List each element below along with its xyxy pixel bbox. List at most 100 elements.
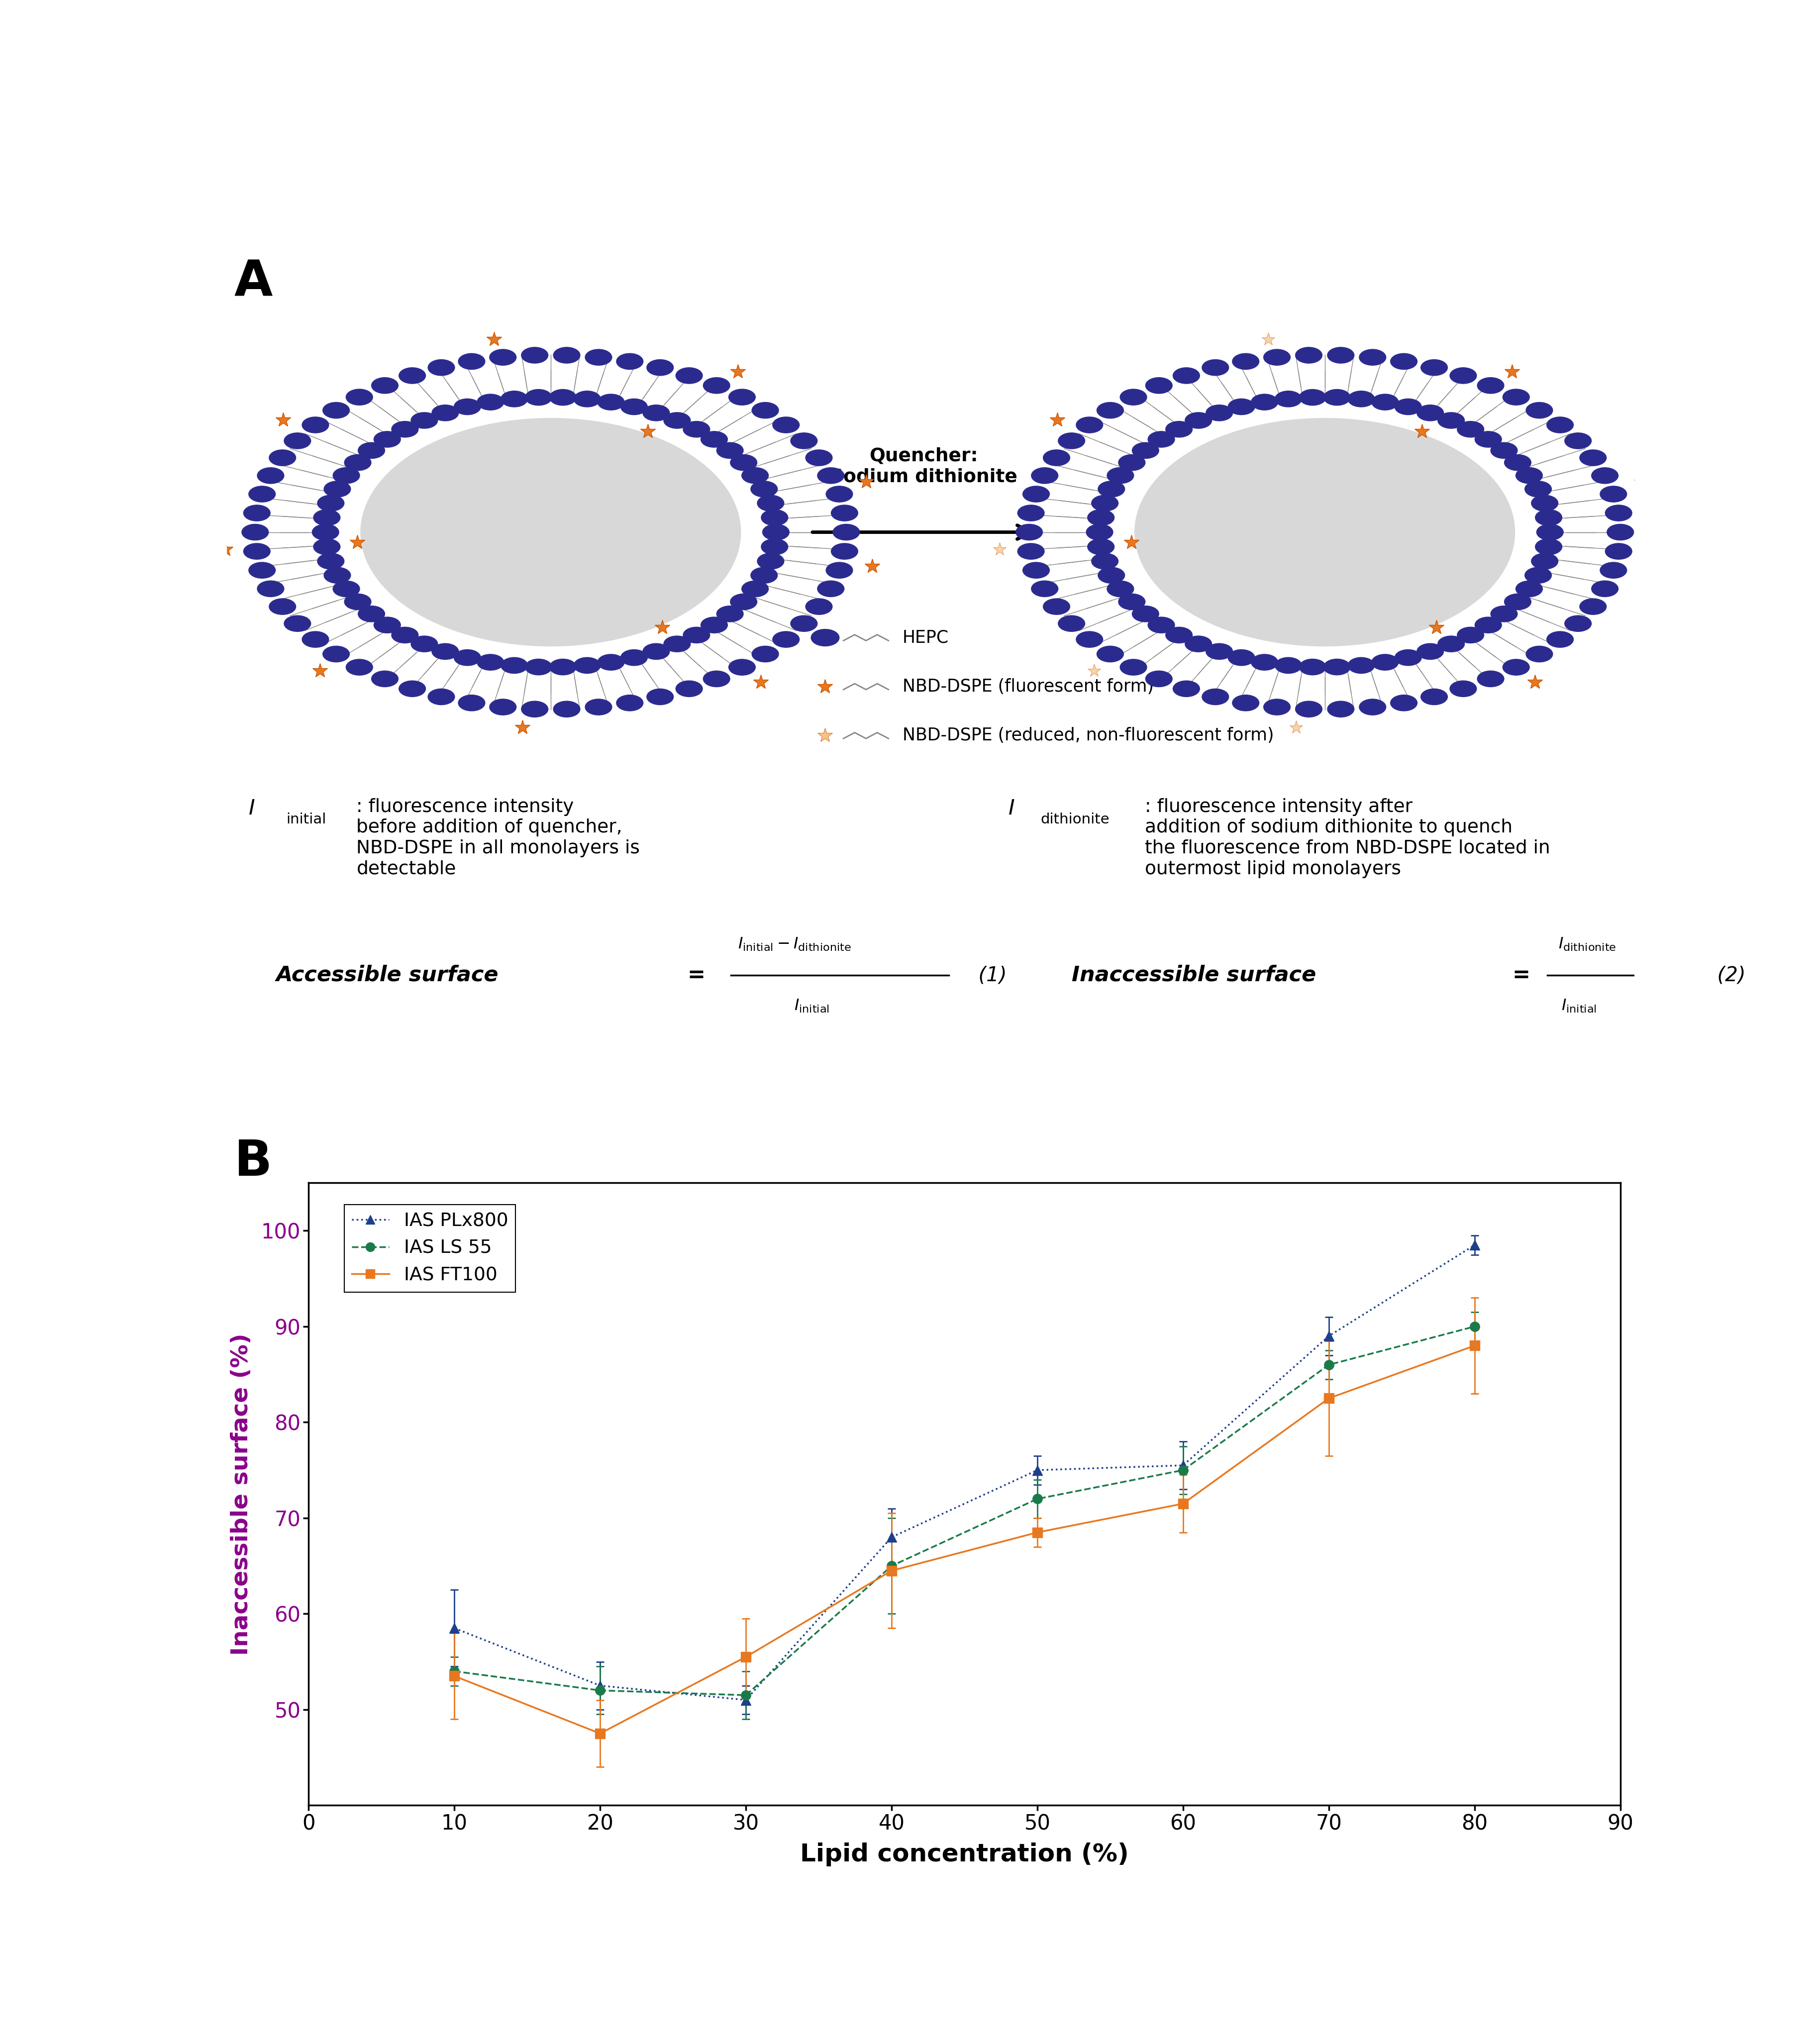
Circle shape (323, 403, 349, 419)
Circle shape (1148, 617, 1175, 634)
Circle shape (332, 580, 360, 597)
Circle shape (703, 670, 730, 687)
Circle shape (1358, 350, 1386, 366)
Circle shape (358, 605, 385, 621)
Circle shape (1077, 632, 1102, 648)
Circle shape (478, 654, 503, 670)
Circle shape (646, 360, 674, 376)
Circle shape (1475, 617, 1502, 634)
Circle shape (817, 468, 844, 484)
Circle shape (1298, 658, 1326, 675)
Circle shape (1504, 593, 1531, 609)
Circle shape (757, 495, 785, 511)
Circle shape (1504, 454, 1531, 470)
Circle shape (1502, 388, 1529, 405)
Circle shape (1099, 568, 1124, 583)
Circle shape (1298, 388, 1326, 405)
Circle shape (1022, 486, 1050, 503)
Circle shape (1173, 368, 1200, 384)
Text: A: A (234, 258, 272, 307)
Circle shape (400, 681, 425, 697)
Circle shape (521, 701, 548, 717)
Circle shape (1525, 480, 1551, 497)
Circle shape (717, 442, 743, 458)
Circle shape (1580, 450, 1607, 466)
Circle shape (574, 658, 601, 672)
Circle shape (703, 378, 730, 394)
Circle shape (1420, 689, 1447, 705)
Circle shape (826, 486, 854, 503)
Circle shape (410, 413, 438, 429)
Circle shape (1535, 509, 1562, 525)
Circle shape (730, 454, 757, 470)
Circle shape (1416, 405, 1444, 421)
Circle shape (1120, 388, 1148, 405)
Circle shape (1547, 632, 1573, 648)
Circle shape (585, 350, 612, 366)
Circle shape (345, 593, 370, 609)
Circle shape (1017, 505, 1044, 521)
Circle shape (616, 695, 643, 711)
Circle shape (1264, 699, 1291, 715)
Circle shape (834, 523, 859, 540)
Circle shape (772, 632, 799, 648)
Circle shape (1516, 468, 1542, 484)
Circle shape (1438, 636, 1464, 652)
Circle shape (1097, 646, 1124, 662)
Circle shape (1395, 650, 1422, 666)
Circle shape (1449, 368, 1476, 384)
Circle shape (1605, 505, 1633, 521)
Circle shape (490, 350, 516, 366)
Circle shape (817, 580, 844, 597)
Circle shape (454, 399, 481, 415)
Circle shape (374, 617, 401, 634)
Circle shape (1097, 403, 1124, 419)
Circle shape (1324, 658, 1351, 675)
Circle shape (554, 347, 579, 364)
Text: Accessible surface: Accessible surface (276, 965, 499, 985)
Text: NBD-DSPE (fluorescent form): NBD-DSPE (fluorescent form) (903, 679, 1153, 695)
Circle shape (663, 636, 690, 652)
Circle shape (372, 670, 398, 687)
Circle shape (1264, 350, 1291, 366)
Circle shape (1031, 468, 1059, 484)
Circle shape (1275, 658, 1302, 672)
Circle shape (1605, 544, 1633, 560)
Circle shape (400, 368, 425, 384)
Circle shape (1119, 454, 1146, 470)
Circle shape (550, 658, 576, 675)
Circle shape (347, 660, 372, 675)
Circle shape (372, 378, 398, 394)
Circle shape (1042, 450, 1070, 466)
Circle shape (1536, 523, 1564, 540)
Circle shape (646, 689, 674, 705)
Circle shape (1148, 431, 1175, 448)
Circle shape (1131, 442, 1159, 458)
Text: Quencher:
Sodium dithionite: Quencher: Sodium dithionite (830, 448, 1017, 486)
Circle shape (1327, 347, 1355, 364)
Circle shape (323, 646, 349, 662)
Circle shape (318, 554, 345, 568)
Circle shape (832, 544, 857, 560)
Circle shape (1086, 523, 1113, 540)
Circle shape (1186, 636, 1211, 652)
Circle shape (458, 354, 485, 370)
Circle shape (521, 347, 548, 364)
Circle shape (1391, 354, 1416, 370)
Circle shape (1475, 431, 1502, 448)
Circle shape (249, 562, 276, 578)
Circle shape (432, 644, 459, 660)
Circle shape (741, 468, 768, 484)
Circle shape (323, 480, 350, 497)
Circle shape (1607, 523, 1634, 540)
Circle shape (1077, 417, 1102, 433)
Circle shape (757, 554, 785, 568)
Circle shape (1591, 580, 1618, 597)
Circle shape (750, 480, 777, 497)
Circle shape (1186, 413, 1211, 429)
Circle shape (1600, 562, 1627, 578)
Circle shape (1535, 540, 1562, 554)
Circle shape (1088, 540, 1115, 554)
Circle shape (1017, 544, 1044, 560)
Circle shape (1091, 554, 1119, 568)
